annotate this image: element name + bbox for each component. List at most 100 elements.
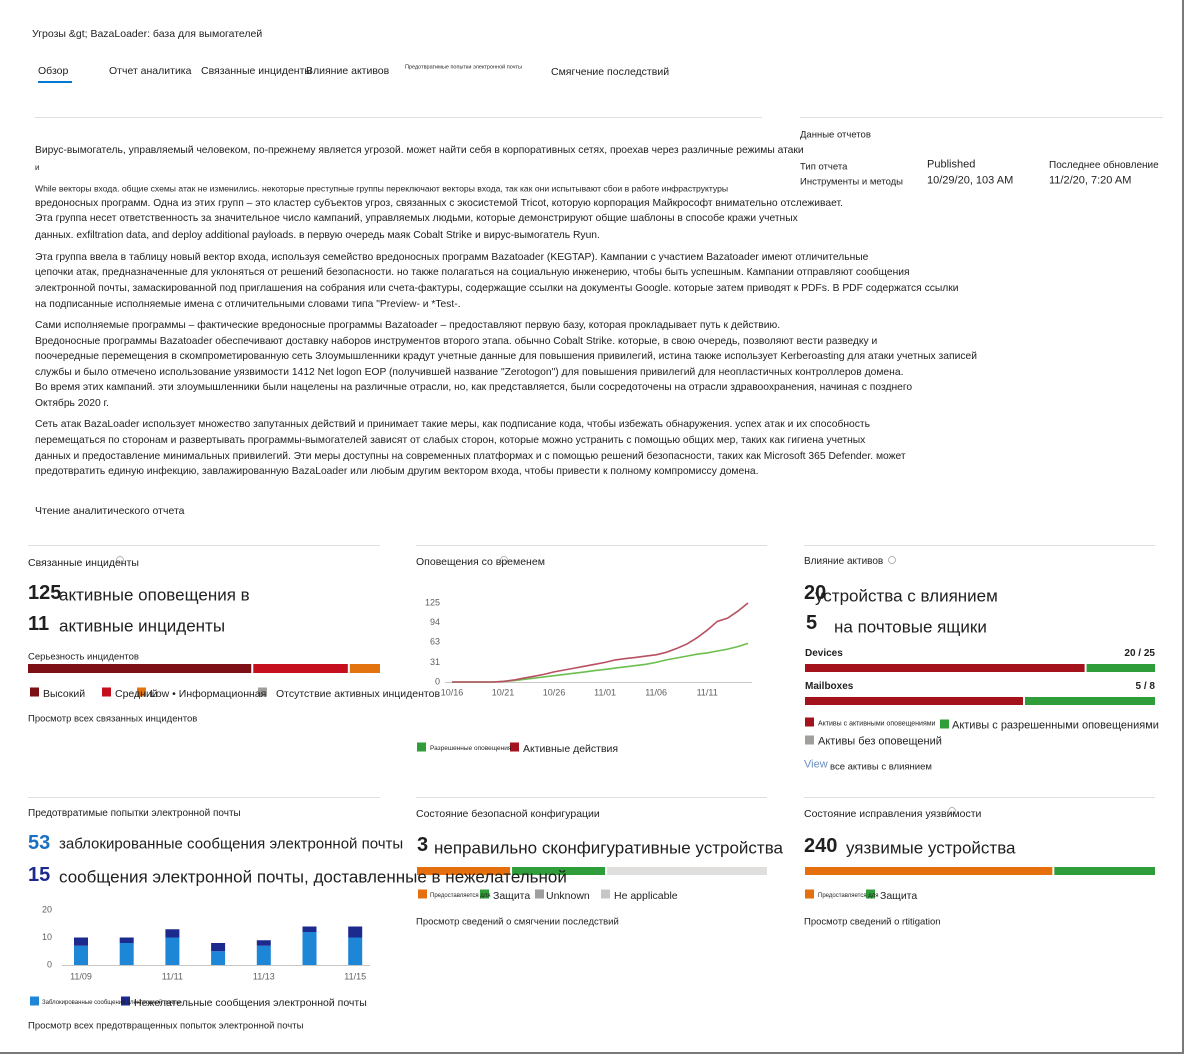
legend-label: Не applicable (614, 889, 678, 902)
link[interactable]: Просмотр всех связанных инцидентов (28, 713, 198, 725)
bar-segment (349, 664, 380, 673)
legend-swatch (30, 687, 39, 697)
label: Тип отчета (800, 161, 848, 173)
legend-swatch (258, 687, 267, 697)
legend-label: Unknown (546, 889, 590, 902)
legend-label: Активы с разрешенными оповещениями (952, 719, 1159, 732)
legend-label: Предоставляется для (818, 893, 879, 899)
count: 240 (804, 835, 838, 857)
count-label: сообщения электронной почты, доставленны… (59, 867, 567, 887)
bar-segment (805, 697, 1023, 705)
report-line: Во время этих кампаний. эти злоумышленни… (35, 381, 913, 393)
legend-label: Защита (880, 889, 918, 902)
legend-label: Разрешенные оповещения (430, 744, 512, 752)
bar (119, 943, 134, 965)
count-label: устройства с влиянием (815, 586, 998, 606)
x-tick-label: 10/21 (492, 687, 515, 697)
separator (804, 797, 1155, 798)
card-title: Состояние безопасной конфигурации (416, 807, 600, 820)
legend-label: Активные действия (523, 742, 619, 755)
legend-swatch (601, 889, 610, 899)
legend-swatch (417, 742, 426, 752)
legend-swatch (121, 996, 130, 1006)
link[interactable]: View (804, 758, 828, 771)
legend-swatch (102, 687, 111, 697)
bar-segment (417, 867, 511, 875)
legend-swatch (805, 735, 814, 745)
count: 3 (417, 834, 429, 856)
label: Серьезность инцидентов (28, 651, 139, 663)
legend-label: Высокий (43, 687, 86, 700)
legend-label: Low • Информационная (150, 687, 267, 700)
x-tick-label: 11/11 (697, 687, 718, 697)
card-title: Связанные инциденты (28, 556, 139, 569)
count-label: активные инциденты (59, 616, 226, 636)
separator (416, 797, 767, 798)
info-icon (500, 556, 508, 564)
bar (211, 943, 226, 952)
info-icon (948, 807, 956, 815)
link[interactable]: Просмотр всех предотвращенных попыток эл… (28, 1020, 304, 1032)
card-title: Оповещения со временем (416, 555, 545, 568)
report-line: Октябрь 2020 г. (35, 397, 109, 409)
legend-label: Нежелательные сообщения электронной почт… (134, 996, 367, 1009)
bar (165, 937, 180, 965)
bar (74, 937, 88, 946)
value-label: 5 / 8 (1135, 681, 1155, 692)
legend-swatch (510, 742, 519, 752)
tab[interactable]: Обзор (38, 64, 69, 77)
bar-label: Mailboxes (805, 681, 854, 692)
value: 11/2/20, 7:20 AM (1049, 174, 1132, 187)
bar (256, 940, 271, 946)
report-line: предотвратить единую инфекцию, завлажиро… (35, 465, 759, 477)
count: 53 (28, 832, 51, 854)
separator (800, 117, 1163, 118)
legend-label: Средний (115, 687, 158, 700)
separator (28, 545, 380, 546)
x-tick-label: 11/09 (70, 971, 92, 981)
legend-swatch (137, 687, 146, 697)
info-icon (116, 556, 124, 564)
report-line: на подписанные исполняемые имена с отлич… (35, 298, 461, 310)
tab[interactable]: Влияние активов (306, 64, 390, 77)
bar (256, 945, 271, 965)
link[interactable]: Просмотр сведений о смягчении последстви… (416, 916, 619, 928)
link[interactable]: все активы с влиянием (830, 761, 932, 773)
bar (211, 951, 226, 965)
legend-label: Отсутствие активных инцидентов (276, 687, 441, 700)
separator (416, 545, 767, 546)
legend-swatch (805, 889, 814, 899)
line (452, 602, 749, 683)
tab[interactable]: Смягчение последствий (551, 65, 670, 78)
bar (74, 945, 88, 965)
report-line: Вирус-вымогатель, управляемый человеком,… (35, 144, 804, 156)
bar (165, 929, 180, 938)
y-tick-label: 94 (430, 617, 440, 627)
x-tick-label: 10/16 (441, 687, 464, 697)
report-line: данных и предоставление минимальных прив… (35, 450, 906, 462)
bar-label: Devices (805, 648, 843, 659)
tab[interactable]: Предотвратимые попытки электронной почты (405, 64, 522, 71)
bar-segment (1025, 697, 1155, 705)
x-tick-label: 11/11 (162, 971, 183, 981)
report-line: Эта группа ввела в таблицу новый вектор … (35, 251, 869, 263)
tab[interactable]: Отчет аналитика (109, 64, 192, 77)
count-label: уязвимые устройства (846, 838, 1016, 858)
legend-swatch (30, 996, 39, 1006)
link[interactable]: Просмотр сведений о rtitigation (804, 916, 941, 928)
legend-swatch (866, 889, 875, 899)
bar-segment (607, 867, 767, 875)
info-icon (888, 556, 896, 564)
link[interactable]: Чтение аналитического отчета (35, 504, 185, 517)
legend-swatch (418, 889, 427, 899)
legend-swatch (805, 717, 814, 727)
bar-segment (253, 664, 348, 673)
value-label: 20 / 25 (1124, 648, 1155, 659)
legend-label: Активы без оповещений (818, 735, 942, 748)
legend-swatch (480, 889, 489, 899)
tab[interactable]: Связанные инциденты (201, 64, 312, 77)
bar (348, 937, 363, 965)
y-tick-label: 125 (425, 597, 440, 607)
